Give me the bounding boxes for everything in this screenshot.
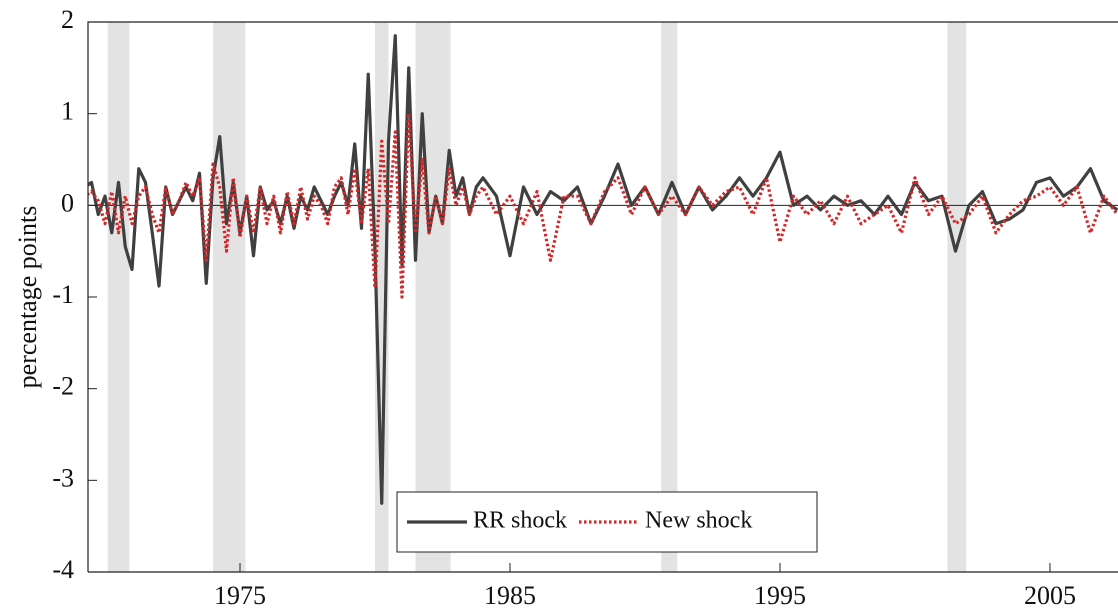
x-tick-label: 1975 xyxy=(214,581,266,610)
recession-band xyxy=(947,22,967,572)
legend-label: RR shock xyxy=(473,508,567,534)
x-tick-label: 1985 xyxy=(484,581,536,610)
recession-layer xyxy=(107,22,967,572)
recession-band xyxy=(415,22,451,572)
recession-band xyxy=(661,22,678,572)
recession-band xyxy=(213,22,246,572)
legend-label: New shock xyxy=(645,508,752,534)
x-tick-label: 2005 xyxy=(1024,581,1076,610)
recession-band xyxy=(107,22,130,572)
axes-frame xyxy=(87,21,1118,573)
x-tick-label: 1995 xyxy=(754,581,806,610)
y-tick-label: -4 xyxy=(52,555,74,584)
y-axis-label: percentage points xyxy=(13,206,42,389)
frame-layer: RR shock New shock xyxy=(87,21,1118,573)
series-line xyxy=(88,112,1118,299)
y-tick-label: 0 xyxy=(61,188,74,217)
y-tick-label: 2 xyxy=(61,5,74,34)
y-tick-label: -1 xyxy=(52,280,74,309)
series-layer xyxy=(88,34,1118,505)
axis-layer: -4 -3 -2 -1 0 1 2 1975 1985 1995 2005 xyxy=(52,5,1076,610)
y-tick-label: -3 xyxy=(52,463,74,492)
y-tick-label: -2 xyxy=(52,372,74,401)
y-tick-label: 1 xyxy=(61,97,74,126)
